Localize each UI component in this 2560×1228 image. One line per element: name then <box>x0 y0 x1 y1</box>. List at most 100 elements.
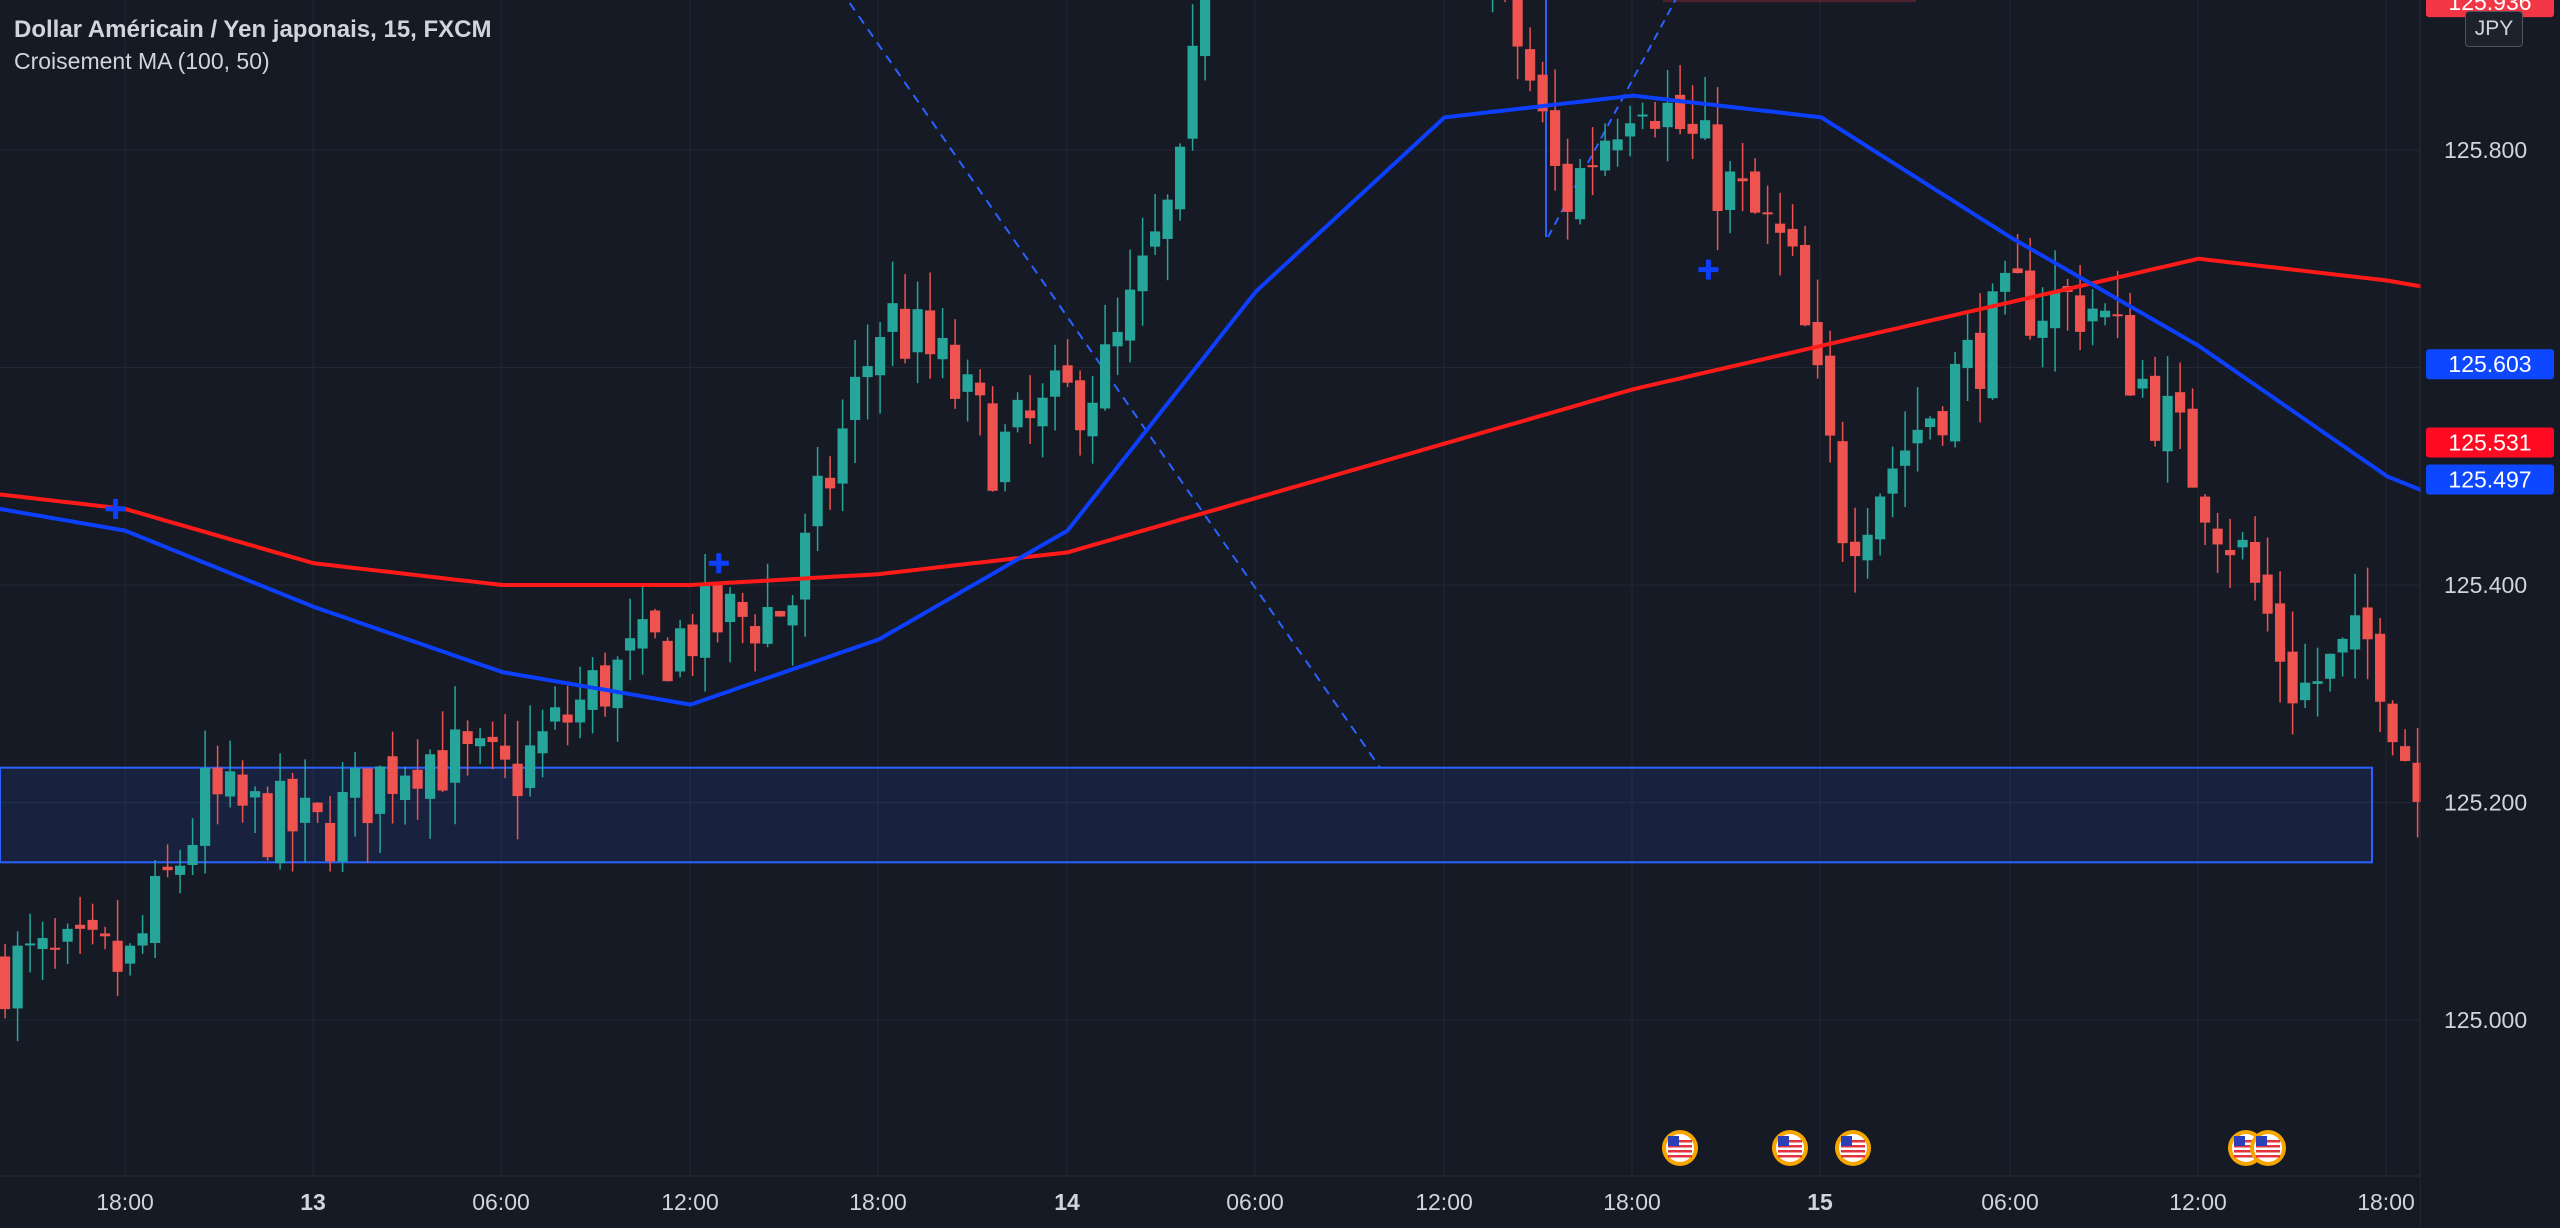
candle[interactable] <box>1662 70 1673 162</box>
candle[interactable] <box>2200 494 2211 546</box>
candle[interactable] <box>387 731 398 824</box>
candle[interactable] <box>1025 375 1036 444</box>
candle[interactable] <box>575 666 586 739</box>
candle[interactable] <box>1862 508 1873 579</box>
candle[interactable] <box>437 711 448 793</box>
candle[interactable] <box>750 614 761 672</box>
candle[interactable] <box>1125 249 1136 363</box>
ma-cross-marker[interactable] <box>105 498 126 519</box>
price-tag[interactable]: 125.531 <box>2426 427 2554 458</box>
candle[interactable] <box>1937 406 1948 446</box>
candle[interactable] <box>25 913 36 973</box>
candle[interactable] <box>475 727 486 764</box>
candle[interactable] <box>725 587 736 663</box>
us-flag-icon[interactable] <box>1835 1130 1871 1166</box>
candle[interactable] <box>862 324 873 420</box>
candle[interactable] <box>700 554 711 692</box>
ma-cross-marker[interactable] <box>708 553 729 574</box>
candle[interactable] <box>650 608 661 639</box>
symbol-title[interactable]: Dollar Américain / Yen japonais, 15, FXC… <box>14 16 492 43</box>
candle[interactable] <box>1725 161 1736 234</box>
candle[interactable] <box>1887 446 1898 518</box>
candle[interactable] <box>1100 304 1111 411</box>
candle[interactable] <box>112 899 123 997</box>
candle[interactable] <box>2187 388 2198 488</box>
candle[interactable] <box>712 582 723 643</box>
candle[interactable] <box>1925 416 1936 440</box>
candle[interactable] <box>2137 359 2148 398</box>
candle[interactable] <box>2287 611 2298 735</box>
candle[interactable] <box>37 921 48 980</box>
candle[interactable] <box>950 319 961 409</box>
candle[interactable] <box>1750 158 1761 214</box>
candle[interactable] <box>1787 204 1798 256</box>
candle[interactable] <box>525 705 536 797</box>
candle[interactable] <box>100 926 111 950</box>
candle[interactable] <box>487 721 498 770</box>
candle[interactable] <box>1512 0 1523 80</box>
candle[interactable] <box>2225 518 2236 588</box>
candle[interactable] <box>1175 143 1186 221</box>
candle[interactable] <box>2112 270 2123 339</box>
candle[interactable] <box>2262 537 2273 632</box>
candle[interactable] <box>1200 0 1211 81</box>
ma-cross-marker[interactable] <box>1698 259 1719 280</box>
candle[interactable] <box>150 860 161 958</box>
candle[interactable] <box>2250 516 2261 601</box>
candle[interactable] <box>2387 700 2398 756</box>
candle[interactable] <box>375 765 386 854</box>
candle[interactable] <box>1000 424 1011 492</box>
candle[interactable] <box>900 274 911 364</box>
candle[interactable] <box>2087 289 2098 346</box>
candle[interactable] <box>1737 142 1748 211</box>
candle[interactable] <box>2125 292 2136 397</box>
candle[interactable] <box>625 598 636 681</box>
candle[interactable] <box>775 610 786 617</box>
candle[interactable] <box>800 513 811 637</box>
candle[interactable] <box>1625 105 1636 157</box>
candle[interactable] <box>1987 283 1998 400</box>
price-axis[interactable]: 126.800126.600126.400126.200125.800125.4… <box>2421 0 2560 1228</box>
candle[interactable] <box>162 844 173 878</box>
price-tag[interactable]: 125.497 <box>2426 464 2554 495</box>
candle[interactable] <box>1050 344 1061 431</box>
candle[interactable] <box>1875 493 1886 556</box>
candle[interactable] <box>850 340 861 464</box>
candle[interactable] <box>1850 507 1861 593</box>
position-stop-zone[interactable] <box>1663 0 1916 3</box>
candle[interactable] <box>2212 512 2223 573</box>
candle[interactable] <box>1800 225 1811 327</box>
candle[interactable] <box>250 786 261 834</box>
measure-bracket[interactable] <box>1545 0 1712 237</box>
candle[interactable] <box>662 637 673 682</box>
candle[interactable] <box>837 399 848 512</box>
candle[interactable] <box>2100 303 2111 326</box>
candle[interactable] <box>600 652 611 717</box>
candle[interactable] <box>825 456 836 510</box>
descending-trendline[interactable] <box>567 0 1381 769</box>
candle[interactable] <box>1062 339 1073 388</box>
candle[interactable] <box>1488 0 1498 13</box>
candle[interactable] <box>737 592 748 644</box>
candle[interactable] <box>2337 637 2348 677</box>
indicator-label[interactable]: Croisement MA (100, 50) <box>14 48 270 74</box>
candle[interactable] <box>2237 532 2248 560</box>
candle[interactable] <box>1537 61 1548 123</box>
candle[interactable] <box>287 772 298 872</box>
candle[interactable] <box>925 272 936 379</box>
candle[interactable] <box>2325 653 2336 692</box>
candle[interactable] <box>587 657 598 734</box>
candle[interactable] <box>1837 421 1848 563</box>
candle[interactable] <box>1087 375 1098 464</box>
candle[interactable] <box>1150 194 1161 255</box>
candle[interactable] <box>637 586 648 675</box>
candle[interactable] <box>2000 260 2011 315</box>
ma50-line[interactable] <box>0 93 2560 707</box>
candle[interactable] <box>1650 101 1661 138</box>
candle[interactable] <box>325 796 336 872</box>
currency-button[interactable]: JPY <box>2465 11 2523 47</box>
candle[interactable] <box>1612 118 1623 167</box>
candle[interactable] <box>337 762 348 872</box>
candle[interactable] <box>2037 287 2048 368</box>
